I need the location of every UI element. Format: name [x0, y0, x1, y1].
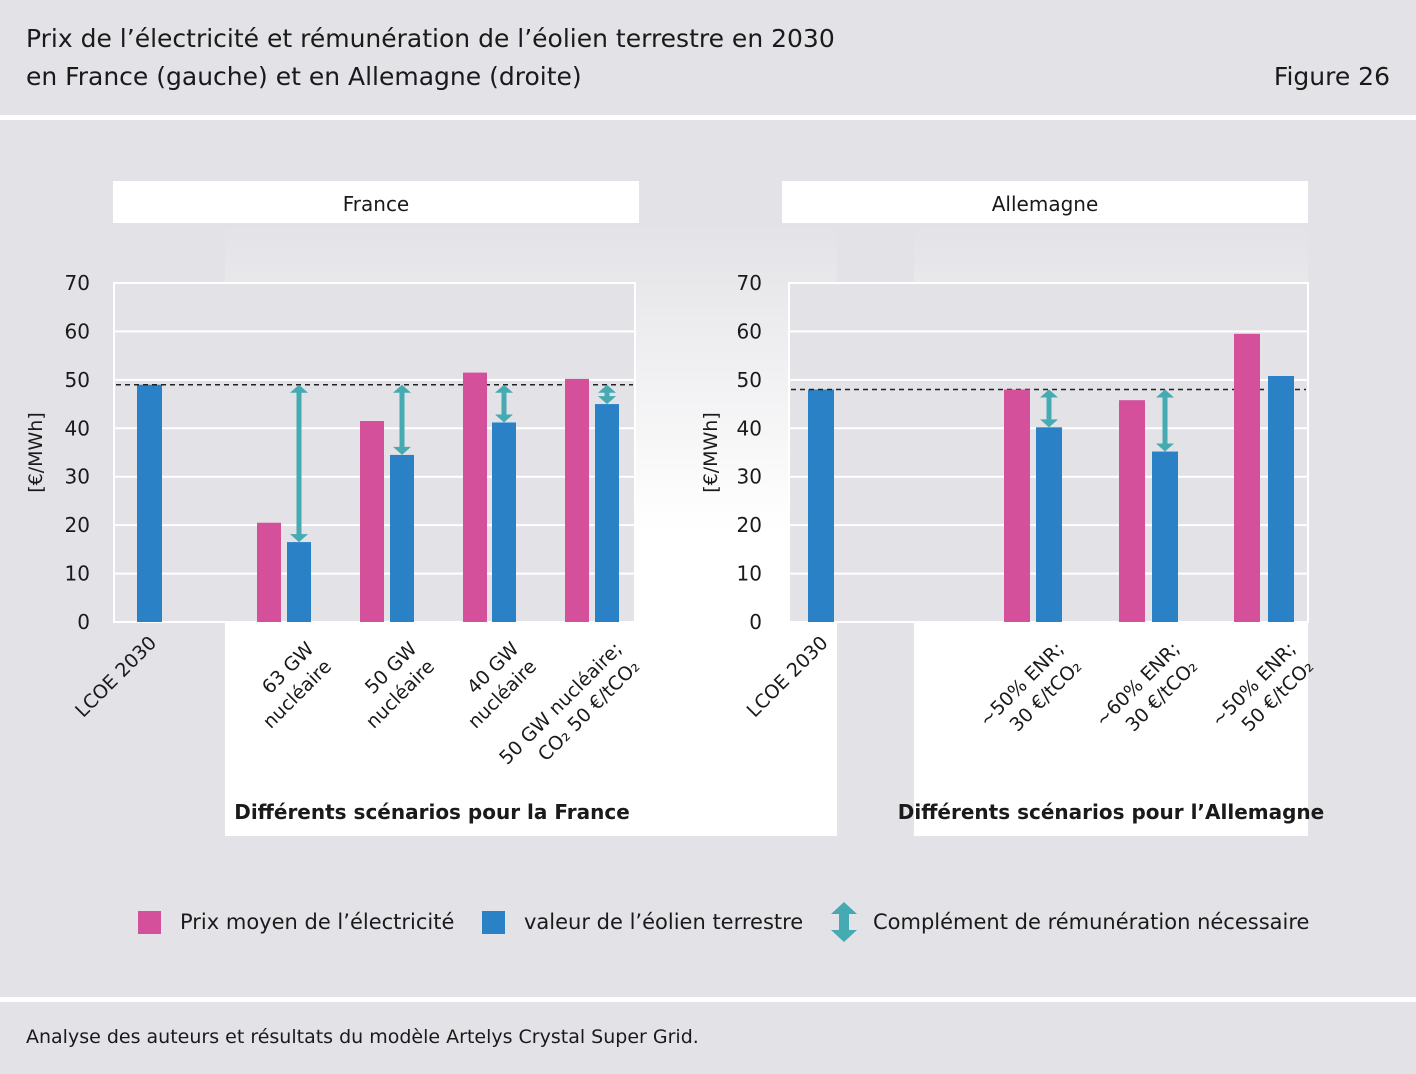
de-y-tick-label: 40 — [737, 416, 762, 440]
de-wind-bar — [1152, 451, 1178, 622]
de-price-bar — [1004, 389, 1030, 622]
legend-item-wind: valeur de l’éolien terrestre — [482, 910, 803, 934]
de-lcoe-bar — [808, 389, 834, 622]
legend-complement-label: Complément de rémunération nécessaire — [873, 910, 1310, 934]
header-divider — [0, 115, 1416, 120]
fr-y-tick-label: 0 — [77, 610, 90, 634]
fr-price-bar — [257, 522, 281, 622]
footer-divider — [0, 997, 1416, 1002]
de-price-bar — [1234, 333, 1260, 622]
fr-lcoe-label: LCOE 2030 — [71, 632, 161, 722]
de-y-tick-label: 0 — [749, 610, 762, 634]
fr-y-tick-label: 70 — [65, 271, 90, 295]
double-arrow-icon — [831, 902, 857, 942]
fr-y-tick-label: 50 — [65, 368, 90, 392]
fr-title-banner — [113, 181, 639, 223]
de-title-banner — [782, 181, 1308, 223]
fr-lcoe-bar — [137, 384, 162, 622]
de-y-tick-label: 70 — [737, 271, 762, 295]
fr-wind-bar — [492, 422, 516, 622]
figure-title: Prix de l’électricité et rémunération de… — [26, 20, 835, 96]
fr-y-tick-label: 10 — [65, 562, 90, 586]
fr-complement-arrow — [393, 384, 411, 455]
title-line-2: en France (gauche) et en Allemagne (droi… — [26, 62, 582, 91]
fr-complement-arrow — [495, 384, 513, 423]
de-wind-bar — [1036, 427, 1062, 622]
fr-y-tick-label: 40 — [65, 416, 90, 440]
fr-price-bar — [463, 372, 487, 622]
legend-price-label: Prix moyen de l’électricité — [180, 910, 455, 934]
de-scenario-title: Différents scénarios pour l’Allemagne — [898, 800, 1324, 824]
fr-wind-bar — [390, 454, 414, 622]
fr-y-axis-label: [€/MWh] — [25, 412, 47, 493]
de-y-tick-label: 50 — [737, 368, 762, 392]
legend: Prix moyen de l’électricité valeur de l’… — [0, 900, 1416, 944]
fr-price-bar — [360, 421, 384, 622]
legend-wind-label: valeur de l’éolien terrestre — [524, 910, 804, 934]
fr-price-bar — [565, 378, 589, 622]
header: Prix de l’électricité et rémunération de… — [0, 0, 1416, 116]
de-y-tick-label: 20 — [737, 513, 762, 537]
fr-y-tick-label: 30 — [65, 465, 90, 489]
fr-y-tick-label: 60 — [65, 319, 90, 343]
legend-item-price: Prix moyen de l’électricité — [138, 910, 454, 934]
de-y-tick-label: 30 — [737, 465, 762, 489]
de-y-tick-label: 60 — [737, 319, 762, 343]
legend-item-complement: Complément de rémunération nécessaire — [831, 902, 1309, 942]
fr-complement-arrow — [598, 384, 616, 405]
figure-number: Figure 26 — [1273, 62, 1390, 91]
fr-wind-bar — [595, 404, 619, 622]
de-complement-arrow — [1040, 389, 1058, 428]
fr-scenario-title: Différents scénarios pour la France — [234, 800, 630, 824]
de-y-axis-label: [€/MWh] — [700, 412, 722, 493]
de-complement-arrow — [1156, 389, 1174, 452]
wind-swatch-icon — [482, 910, 505, 934]
title-line-1: Prix de l’électricité et rémunération de… — [26, 24, 835, 53]
source-note: Analyse des auteurs et résultats du modè… — [26, 1026, 699, 1048]
fr-y-tick-label: 20 — [65, 513, 90, 537]
fr-complement-arrow — [290, 384, 308, 543]
fr-panel-title: France — [343, 192, 410, 216]
de-wind-bar — [1268, 375, 1294, 622]
price-swatch-icon — [138, 910, 161, 934]
fr-wind-bar — [287, 542, 311, 622]
de-price-bar — [1119, 400, 1145, 622]
de-panel-title: Allemagne — [992, 192, 1099, 216]
de-y-tick-label: 10 — [737, 562, 762, 586]
